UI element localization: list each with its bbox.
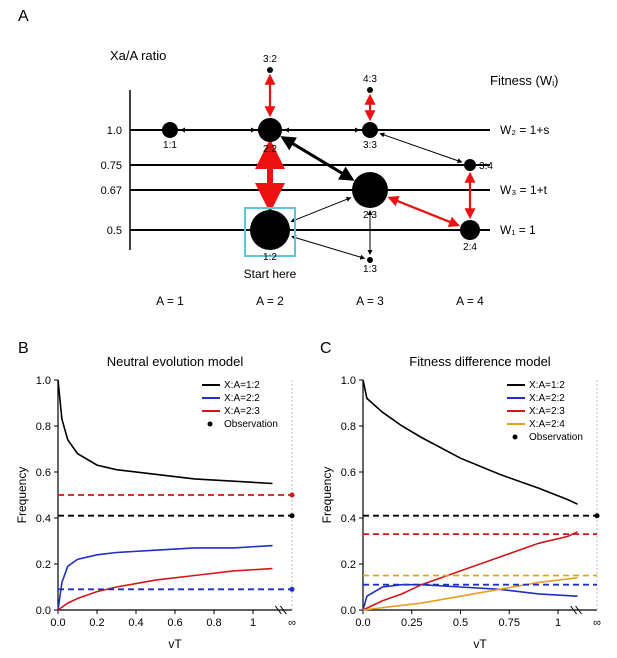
svg-text:∞: ∞ bbox=[593, 617, 601, 629]
svg-text:0.6: 0.6 bbox=[36, 467, 51, 479]
svg-text:0.0: 0.0 bbox=[36, 605, 51, 617]
svg-text:Observation: Observation bbox=[224, 419, 278, 430]
svg-text:2:2: 2:2 bbox=[263, 144, 277, 155]
svg-text:0.0: 0.0 bbox=[341, 605, 356, 617]
svg-text:4:3: 4:3 bbox=[363, 74, 377, 85]
svg-text:X:A=1:2: X:A=1:2 bbox=[224, 380, 260, 391]
svg-text:3:3: 3:3 bbox=[363, 140, 377, 151]
svg-text:0.5: 0.5 bbox=[453, 617, 468, 629]
svg-text:0.5: 0.5 bbox=[107, 225, 122, 237]
svg-text:W₁ = 1: W₁ = 1 bbox=[500, 223, 536, 237]
svg-text:0.6: 0.6 bbox=[167, 617, 182, 629]
svg-text:1.0: 1.0 bbox=[107, 125, 122, 137]
svg-text:Frequency: Frequency bbox=[15, 467, 29, 524]
svg-text:Neutral evolution model: Neutral evolution model bbox=[107, 354, 244, 369]
svg-text:vT: vT bbox=[168, 637, 182, 651]
svg-text:Frequency: Frequency bbox=[320, 467, 334, 524]
svg-text:A = 4: A = 4 bbox=[456, 294, 484, 308]
svg-text:A = 2: A = 2 bbox=[256, 294, 284, 308]
panel-a-svg: Xa/A ratio Fitness (Wᵢ) 1.0 W₂ = 1+s 0.75 0.6… bbox=[0, 0, 617, 330]
svg-text:3:4: 3:4 bbox=[479, 161, 493, 172]
svg-text:X:A=1:2: X:A=1:2 bbox=[529, 380, 565, 391]
panel-c-svg: Fitness difference model 0.0 0.2 0.4 0.6 0.8 1… bbox=[315, 340, 615, 658]
svg-text:0.8: 0.8 bbox=[206, 617, 221, 629]
svg-text:0.25: 0.25 bbox=[401, 617, 422, 629]
svg-text:0.6: 0.6 bbox=[341, 467, 356, 479]
svg-text:X:A=2:2: X:A=2:2 bbox=[529, 393, 565, 404]
svg-text:0.8: 0.8 bbox=[341, 421, 356, 433]
svg-text:0.4: 0.4 bbox=[341, 513, 356, 525]
svg-text:1:2: 1:2 bbox=[263, 252, 277, 263]
svg-text:1:1: 1:1 bbox=[163, 140, 177, 151]
panel-b-svg: Neutral evolution model 0.0 0.2 0.4 0.6 0.8 1.… bbox=[10, 340, 310, 658]
svg-text:0.4: 0.4 bbox=[128, 617, 143, 629]
svg-text:1:3: 1:3 bbox=[363, 264, 377, 275]
svg-text:0.2: 0.2 bbox=[341, 559, 356, 571]
svg-text:Observation: Observation bbox=[529, 432, 583, 443]
svg-text:1: 1 bbox=[555, 617, 561, 629]
svg-text:X:A=2:2: X:A=2:2 bbox=[224, 393, 260, 404]
svg-text:Fitness difference model: Fitness difference model bbox=[409, 354, 550, 369]
svg-text:2:3: 2:3 bbox=[363, 210, 377, 221]
svg-text:Fitness (Wᵢ): Fitness (Wᵢ) bbox=[490, 73, 559, 88]
svg-text:1.0: 1.0 bbox=[36, 375, 51, 387]
svg-text:0.2: 0.2 bbox=[36, 559, 51, 571]
svg-text:0.67: 0.67 bbox=[101, 185, 122, 197]
svg-text:W₃ = 1+t: W₃ = 1+t bbox=[500, 183, 548, 197]
svg-text:X:A=2:3: X:A=2:3 bbox=[529, 406, 565, 417]
svg-text:Start here: Start here bbox=[244, 267, 297, 281]
svg-text:0.4: 0.4 bbox=[36, 513, 51, 525]
svg-text:0.8: 0.8 bbox=[36, 421, 51, 433]
svg-text:1: 1 bbox=[250, 617, 256, 629]
svg-text:Xa/A ratio: Xa/A ratio bbox=[110, 48, 166, 63]
svg-text:A = 3: A = 3 bbox=[356, 294, 384, 308]
svg-text:2:4: 2:4 bbox=[463, 242, 477, 253]
svg-text:0.75: 0.75 bbox=[101, 160, 122, 172]
svg-text:X:A=2:3: X:A=2:3 bbox=[224, 406, 260, 417]
svg-text:0.0: 0.0 bbox=[50, 617, 65, 629]
svg-text:A = 1: A = 1 bbox=[156, 294, 184, 308]
svg-text:0.0: 0.0 bbox=[355, 617, 370, 629]
svg-text:0.2: 0.2 bbox=[89, 617, 104, 629]
svg-text:X:A=2:4: X:A=2:4 bbox=[529, 419, 565, 430]
svg-text:1.0: 1.0 bbox=[341, 375, 356, 387]
figure: A Xa/A ratioFitness (Wᵢ)1.0W₂ = 1+s0.750… bbox=[0, 0, 617, 658]
svg-text:0.75: 0.75 bbox=[499, 617, 520, 629]
svg-text:∞: ∞ bbox=[288, 617, 296, 629]
svg-text:W₂ = 1+s: W₂ = 1+s bbox=[500, 123, 549, 137]
svg-text:vT: vT bbox=[473, 637, 487, 651]
svg-text:3:2: 3:2 bbox=[263, 54, 277, 65]
